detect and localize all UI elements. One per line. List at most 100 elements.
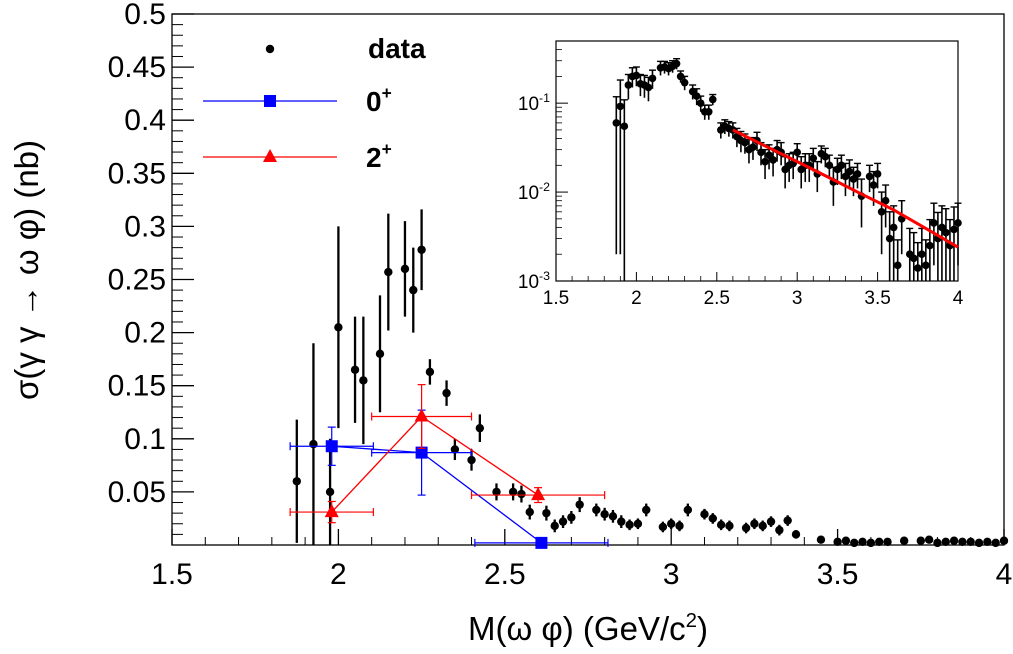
data-point — [883, 537, 892, 547]
inset-data-point — [809, 154, 818, 163]
inset-data-point — [873, 170, 882, 178]
spin2-marker — [531, 487, 546, 501]
data-point — [309, 439, 318, 449]
inset-x-tick-label: 4 — [953, 288, 964, 309]
inset-data-point — [849, 175, 858, 183]
data-point — [633, 519, 643, 528]
data-point — [525, 507, 534, 517]
inset-data-point — [877, 208, 886, 216]
data-point — [350, 365, 360, 374]
inset-data-point — [616, 102, 625, 111]
legend-spin0-label: 0+ — [366, 83, 392, 117]
data-point — [450, 445, 460, 454]
y-tick-label: 0.15 — [108, 370, 166, 403]
data-point — [550, 521, 559, 531]
data-point — [658, 522, 668, 532]
inset-data-point — [954, 219, 962, 227]
x-tick-label: 2 — [330, 558, 347, 591]
inset-data-point — [869, 181, 878, 189]
y-tick-label: 0.4 — [124, 104, 166, 137]
inset-data-point — [950, 225, 958, 234]
data-point — [850, 538, 859, 548]
legend-data-label: data — [368, 33, 426, 64]
x-tick-label: 3 — [663, 558, 680, 591]
inset-data-point — [942, 228, 950, 237]
data-point — [425, 367, 435, 377]
data-point — [816, 535, 826, 544]
inset-data-point — [821, 152, 830, 161]
x-tick-label: 3.5 — [817, 558, 859, 591]
legend-spin2-marker — [263, 149, 277, 162]
data-point — [400, 264, 410, 274]
data-point — [725, 521, 734, 531]
inset-data-point — [648, 74, 657, 83]
data-point — [683, 505, 693, 515]
y-tick-label: 0.5 — [124, 0, 166, 31]
data-point — [791, 530, 801, 539]
x-tick-label: 1.5 — [151, 558, 193, 591]
data-point — [592, 505, 601, 515]
data-point — [384, 267, 393, 277]
spin0-marker — [415, 446, 428, 459]
data-point — [442, 388, 451, 398]
y-tick-label: 0.1 — [124, 423, 166, 456]
inset-x-tick-label: 3.5 — [864, 288, 890, 309]
inset-data-point — [769, 156, 777, 164]
data-point — [617, 517, 626, 526]
data-point — [841, 536, 851, 545]
data-point — [949, 536, 959, 545]
inset-fit-curve — [732, 128, 959, 249]
inset-data-point — [644, 83, 653, 92]
inset-data-point — [624, 81, 633, 89]
data-point — [567, 513, 576, 522]
inset-data-point — [692, 92, 701, 100]
y-tick-label: 0.05 — [108, 476, 166, 509]
data-point — [575, 500, 584, 509]
data-point — [375, 349, 385, 359]
data-point — [999, 536, 1009, 545]
spin2-marker — [324, 504, 339, 518]
y-tick-label: 0.25 — [108, 264, 166, 297]
data-point — [716, 520, 726, 530]
data-point — [542, 508, 551, 518]
data-point — [417, 245, 426, 254]
data-point — [966, 537, 975, 547]
inset-data-point — [612, 119, 621, 127]
spin0-marker — [535, 536, 548, 549]
inset-data-point — [632, 71, 641, 80]
inset-y-tick-label: 10-3 — [518, 269, 550, 293]
data-point — [625, 520, 634, 530]
data-point — [750, 519, 759, 528]
x-tick-label: 4 — [996, 558, 1013, 591]
data-point — [409, 285, 418, 295]
data-point — [858, 537, 867, 547]
spin2-marker — [414, 408, 429, 422]
data-point — [508, 487, 518, 497]
inset-y-tick-label: 10-1 — [518, 91, 550, 115]
data-point — [766, 517, 776, 526]
inset-data-point — [865, 172, 874, 181]
inset-data-point — [930, 219, 938, 227]
inset-data-point — [889, 223, 898, 232]
legend-data-marker — [265, 44, 275, 54]
inset-data-point — [704, 107, 713, 116]
inset-data-point — [885, 234, 894, 243]
data-point — [899, 536, 909, 545]
data-point — [558, 517, 568, 526]
data-point — [933, 538, 942, 548]
inset-data-point — [938, 223, 946, 232]
inset-data-point — [922, 261, 930, 270]
legend-spin2-label: 2+ — [366, 139, 392, 173]
data-point — [991, 538, 1000, 548]
data-point — [600, 510, 609, 519]
inset-x-tick-label: 2 — [631, 288, 642, 309]
y-tick-label: 0.45 — [108, 51, 166, 84]
inset-data-point — [914, 264, 922, 272]
inset-data-point — [680, 78, 689, 87]
inset-plot: 1.5 2 2.5 3 3.5 4 10-3 10-2 10-1 — [518, 40, 964, 309]
inset-data-point — [881, 196, 890, 205]
inset-data-point — [741, 138, 749, 147]
y-tick-label: 0.2 — [124, 317, 166, 350]
inset-data-point — [757, 148, 765, 157]
